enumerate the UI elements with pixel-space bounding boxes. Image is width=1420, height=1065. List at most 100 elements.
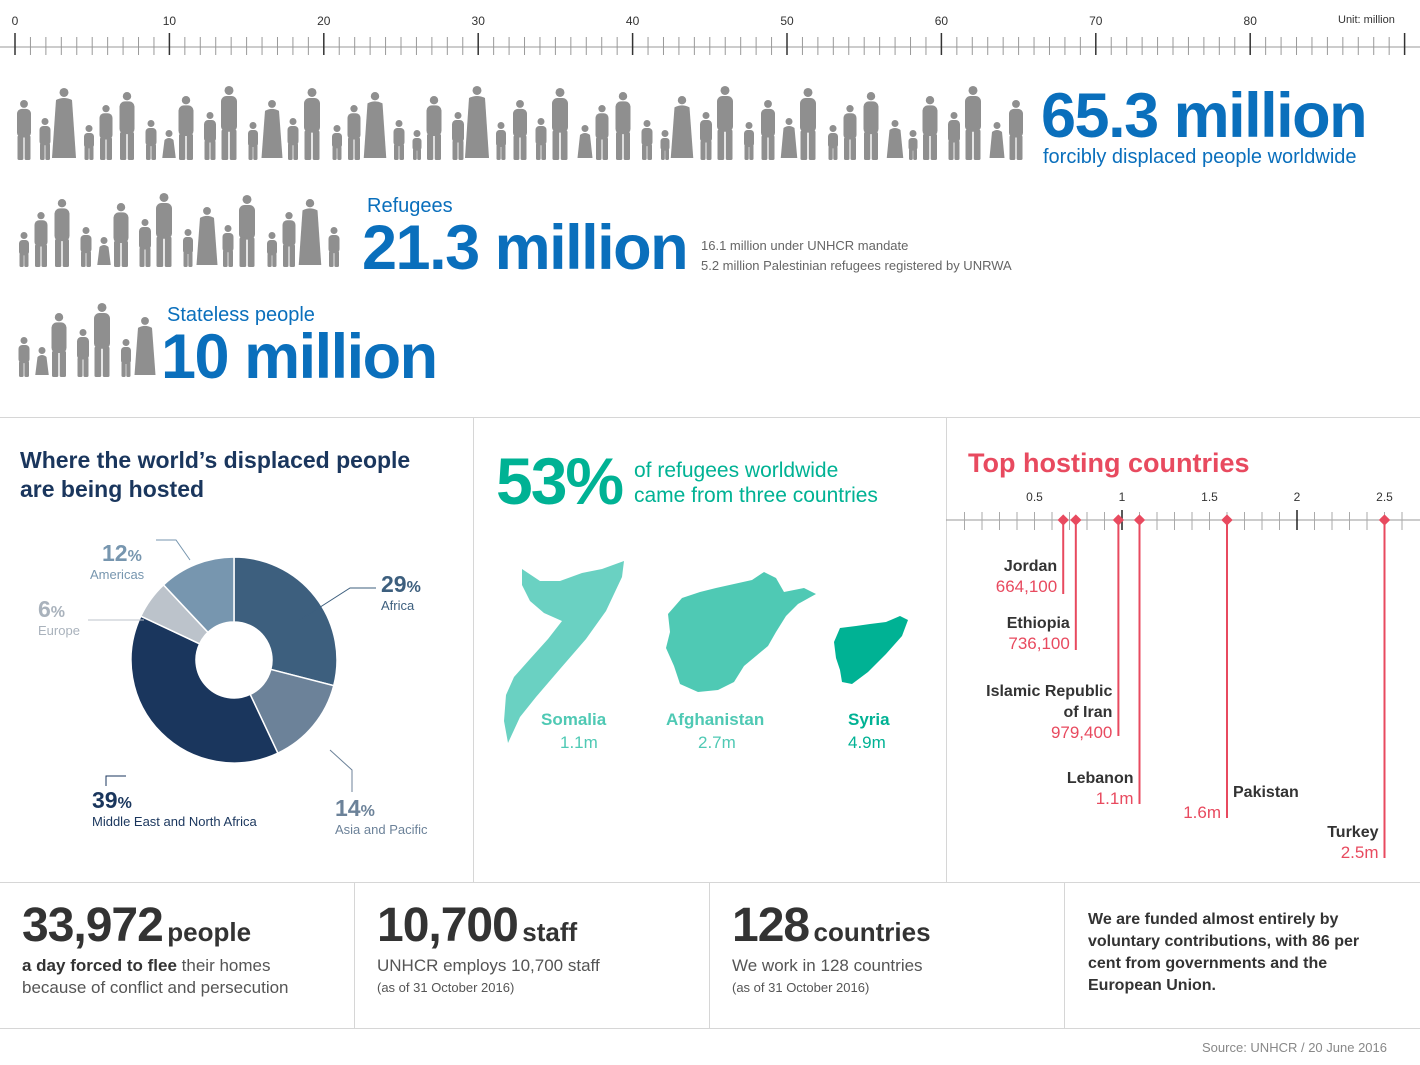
person-icon	[552, 88, 568, 160]
americas-name: Americas	[90, 567, 145, 582]
person-icon	[922, 96, 938, 160]
funding-note: We are funded almost entirely by volunta…	[1088, 909, 1408, 997]
refugees-note-unrwa: 5.2 million Palestinian refugees registe…	[701, 258, 1012, 273]
funding-line3: cent from governments and the	[1088, 955, 1328, 972]
person-icon	[332, 125, 342, 160]
asia-pct-sign: %	[360, 803, 375, 820]
donut-leader-line	[105, 775, 126, 786]
divider-col2	[946, 418, 947, 882]
person-icon	[178, 96, 194, 160]
refugees-note-unhcr: 16.1 million under UNHCR mandate	[701, 238, 909, 253]
somalia-value: 1.1m	[560, 733, 598, 752]
hosting-country-value: 1.6m	[1183, 803, 1221, 822]
afghanistan-value: 2.7m	[698, 733, 736, 752]
hosting-country-value: 736,100	[1008, 634, 1069, 653]
scale-tick-label: 60	[935, 14, 949, 28]
syria-map	[834, 616, 908, 684]
stat-staff-unit: staff	[522, 917, 578, 947]
stateless-label: Stateless people	[167, 304, 315, 326]
person-icon	[51, 313, 67, 377]
person-icon	[347, 105, 361, 160]
person-icon	[17, 100, 31, 160]
asia-label: 14% Asia and Pacific	[335, 795, 428, 837]
refugees-label: Refugees	[367, 195, 453, 217]
scale-tick-label: 10	[163, 14, 177, 28]
hosting-tick-label: 0.5	[1026, 490, 1043, 504]
mena-pct-sign: %	[117, 795, 132, 812]
person-icon	[156, 193, 172, 267]
person-icon	[221, 86, 237, 160]
somalia-map	[504, 561, 624, 743]
person-icon	[304, 88, 320, 160]
origin-line2: came from three countries	[634, 484, 878, 507]
funding-line2: voluntary contributions, with 86 per	[1088, 933, 1360, 950]
stat-people: 33,972 people a day forced to flee their…	[22, 898, 352, 999]
person-icon	[800, 88, 816, 160]
person-icon	[393, 120, 405, 160]
person-icon	[196, 207, 218, 265]
syria-shape	[834, 616, 908, 684]
stat-people-line1: their homes	[176, 956, 271, 975]
divider-stat3	[1064, 883, 1065, 1028]
person-icon	[886, 120, 904, 158]
hosting-country-name: Ethiopia	[1007, 615, 1070, 632]
person-icon	[641, 120, 653, 160]
person-icon	[948, 112, 960, 160]
syria-value: 4.9m	[848, 733, 886, 752]
divider-stat1	[354, 883, 355, 1028]
displaced-value: 65.3 million	[1041, 81, 1368, 151]
hosting-marker	[1221, 514, 1233, 526]
displaced-people-silhouettes	[17, 86, 1023, 160]
stat-people-line1-bold: a day forced to flee	[22, 956, 177, 975]
scale-tick-label: 40	[626, 14, 640, 28]
person-icon	[145, 120, 157, 160]
person-icon	[267, 232, 277, 267]
hosting-country-name: Turkey	[1327, 824, 1378, 841]
person-icon	[1009, 100, 1023, 160]
person-icon	[780, 118, 798, 158]
person-icon	[222, 225, 234, 267]
hosting-country-value: 979,400	[1051, 723, 1112, 742]
scale-tick-label: 50	[780, 14, 794, 28]
person-icon	[908, 130, 918, 160]
top-hosting-chart: 0.5 1 1.5 2 2.5 Jordan 664,100 Ethiopia 736,100 I…	[946, 490, 1420, 862]
stat-countries-small: (as of 31 October 2016)	[732, 980, 870, 995]
scale-axis: 0 10 20 30 40 50 60 70 80	[0, 14, 1420, 55]
refugees-value: 21.3 million	[362, 213, 689, 283]
americas-label: 12% Americas	[90, 540, 144, 582]
stateless-value: 10 million	[161, 322, 438, 392]
person-icon	[134, 317, 156, 375]
person-icon	[282, 212, 296, 267]
person-icon	[843, 105, 857, 160]
donut-slice-americas	[162, 556, 235, 634]
stat-countries-number: 128	[732, 899, 810, 952]
africa-pct: 29	[381, 571, 407, 597]
hosting-title-line1: Where the world’s displaced people	[20, 447, 411, 473]
person-icon	[863, 92, 879, 160]
person-icon	[80, 227, 92, 267]
europe-label: 6% Europe	[38, 596, 80, 638]
stat-people-unit: people	[167, 917, 252, 947]
hosting-donut-chart	[88, 539, 376, 792]
person-icon	[660, 130, 670, 160]
person-icon	[139, 219, 151, 267]
person-icon	[121, 339, 131, 377]
person-icon	[52, 88, 76, 158]
person-icon	[465, 86, 489, 158]
person-icon	[119, 92, 135, 160]
person-icon	[97, 237, 111, 265]
person-icon	[34, 212, 48, 267]
displaced-caption: forcibly displaced people worldwide	[1043, 146, 1357, 168]
afghanistan-shape	[666, 572, 816, 692]
hosting-marker	[1057, 514, 1069, 526]
stat-staff-number: 10,700	[377, 899, 519, 952]
person-icon	[496, 122, 506, 160]
africa-label: 29% Africa	[381, 571, 421, 613]
person-icon	[77, 329, 89, 377]
mena-name: Middle East and North Africa	[92, 814, 257, 829]
funding-line4: European Union.	[1088, 977, 1216, 994]
origin-big-percent: 53%	[496, 444, 624, 518]
stat-staff: 10,700 staff UNHCR employs 10,700 staff …	[377, 898, 707, 995]
asia-name: Asia and Pacific	[335, 822, 428, 837]
person-icon	[248, 122, 258, 160]
